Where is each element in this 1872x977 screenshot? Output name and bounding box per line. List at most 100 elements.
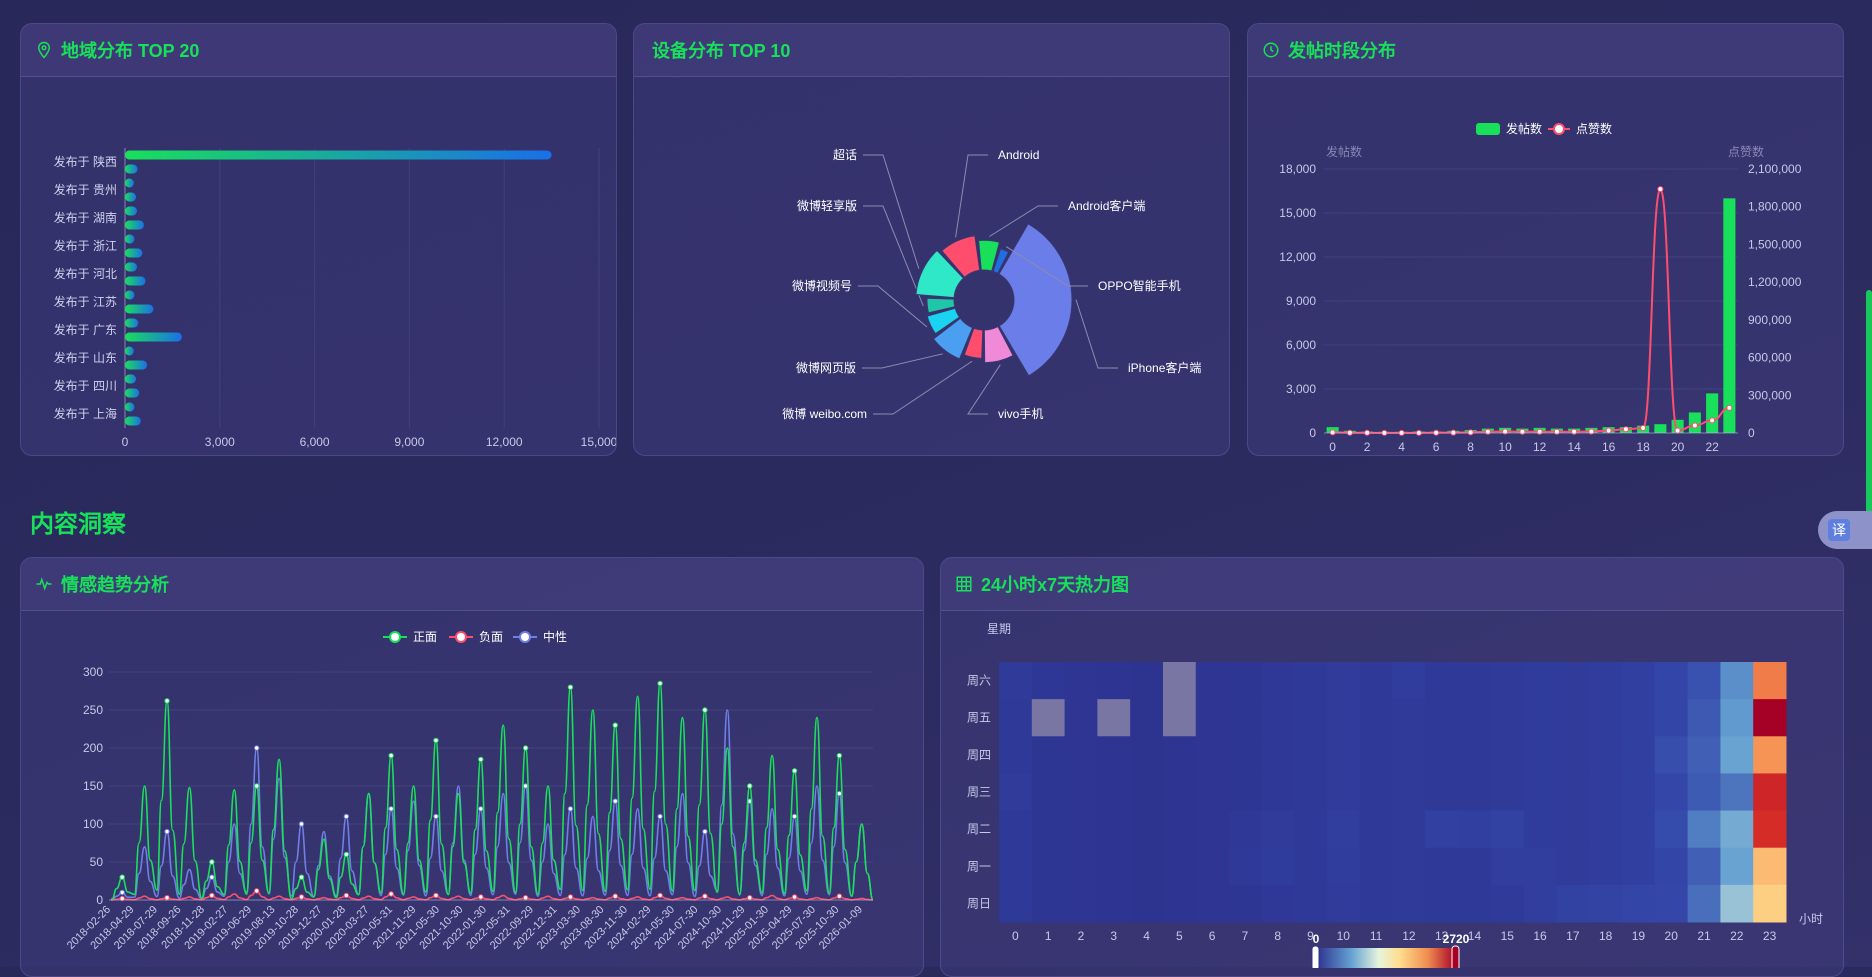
heatmap-cell (1720, 736, 1754, 774)
time-card-title: 发帖时段分布 (1288, 41, 1396, 61)
sentiment-point (567, 806, 574, 812)
device-label-line (873, 360, 973, 415)
heatmap-x-axis-label: 小时 (1799, 912, 1823, 926)
heatmap-cell (1687, 810, 1721, 849)
heatmap-col-label: 14 (1468, 929, 1482, 943)
region-bar (125, 416, 141, 426)
device-label: Android (998, 148, 1039, 162)
heatmap-col-label: 22 (1730, 929, 1744, 943)
time-xtick: 8 (1467, 440, 1474, 454)
heatmap-cell (1687, 847, 1721, 886)
time-bar (1723, 198, 1736, 433)
heatmap-cell (1589, 884, 1623, 923)
heatmap-cell (1261, 847, 1295, 886)
heatmap-cell (1556, 884, 1590, 923)
device-label-line (863, 205, 924, 307)
device-slice (992, 248, 1010, 274)
device-slice (978, 239, 1000, 272)
sentiment-point (433, 892, 439, 899)
device-slice (983, 326, 1014, 364)
device-label-line (967, 364, 1001, 415)
heatmap-cell (1031, 884, 1066, 923)
sentiment-point (522, 745, 529, 751)
sentiment-point (612, 722, 618, 728)
heatmap-cell (1425, 699, 1459, 737)
time-xtick: 6 (1433, 440, 1440, 454)
time-xtick: 18 (1636, 440, 1650, 454)
region-ytick: 发布于 上海 (54, 406, 117, 421)
heatmap-cell (1326, 699, 1361, 737)
region-bar (125, 248, 143, 258)
time-left-tick: 9,000 (1286, 294, 1316, 308)
heatmap-cell (1654, 662, 1689, 700)
time-left-tick: 6,000 (1286, 338, 1316, 352)
heatmap-cell (1556, 773, 1590, 812)
heatmap-cell (1130, 699, 1164, 737)
heatmap-cell (1195, 884, 1230, 923)
heatmap-cell (1622, 699, 1656, 737)
device-label: 微博网页版 (796, 360, 856, 375)
heatmap-cell (1064, 810, 1098, 849)
sentiment-point (522, 895, 529, 901)
heatmap-cell (1458, 884, 1492, 923)
heatmap-cell (1064, 847, 1098, 886)
heatmap-cell (1589, 847, 1623, 886)
sentiment-point (164, 698, 170, 704)
sentiment-point (791, 768, 798, 774)
sentiment-legend-label: 中性 (543, 629, 567, 644)
heatmap-cell (1622, 736, 1656, 774)
sentiment-point (343, 813, 350, 820)
heatmap-cell (1425, 847, 1459, 886)
device-card-header: 设备分布 TOP 10 (634, 24, 1229, 77)
heatmap-cell (1326, 847, 1361, 886)
heatmap-cell (1326, 736, 1361, 774)
sentiment-point (119, 889, 125, 896)
translate-button[interactable]: 译 (1818, 511, 1872, 549)
heatmap-cell (1294, 847, 1328, 886)
sentiment-point (433, 737, 439, 744)
heatmap-cell (1425, 773, 1459, 812)
heatmap-cell (1490, 847, 1525, 886)
sentiment-point (298, 894, 305, 900)
page-scrollbar[interactable] (1866, 290, 1872, 520)
heatmap-cell (1425, 662, 1459, 700)
sentiment-point (388, 891, 394, 897)
device-slice (926, 307, 960, 335)
sentiment-ytick: 200 (83, 741, 103, 755)
region-xtick: 3,000 (205, 435, 235, 449)
time-xtick: 4 (1398, 440, 1405, 454)
heatmap-cell (1162, 662, 1197, 700)
sentiment-point (836, 790, 843, 797)
heatmap-cell (1622, 847, 1656, 886)
heatmap-cell (1589, 736, 1623, 774)
sentiment-point (657, 680, 663, 687)
heatmap-cell (1687, 773, 1721, 812)
time-xtick: 14 (1567, 440, 1581, 454)
heatmap-cell (1425, 884, 1459, 923)
pulse-icon (36, 577, 52, 591)
heatmap-cell (1523, 884, 1557, 923)
heatmap-cell (1753, 810, 1787, 849)
sentiment-point (702, 707, 708, 713)
heatmap-cell (1097, 662, 1131, 700)
heatmap-cell (1720, 810, 1754, 849)
region-ytick: 发布于 四川 (54, 378, 117, 393)
sentiment-point (836, 752, 843, 759)
sentiment-point (478, 756, 484, 763)
heatmap-cell (999, 884, 1033, 923)
heatmap-cell (1622, 773, 1656, 812)
region-bar (125, 192, 137, 202)
heatmap-cell (1589, 773, 1623, 812)
device-label: vivo手机 (998, 407, 1043, 421)
time-left-tick: 18,000 (1279, 162, 1316, 176)
heatmap-cell (1523, 662, 1557, 700)
sentiment-line-chart: 正面 负面 中性0501001502002503002018-02-262018-0… (65, 629, 874, 952)
heatmap-col-label: 2 (1078, 929, 1085, 943)
heatmap-cell (1589, 810, 1623, 849)
heatmap-cell (1130, 884, 1164, 923)
device-label: 微博视频号 (792, 278, 852, 293)
time-likes-point (1605, 427, 1612, 434)
heatmap-cell (1294, 662, 1328, 700)
region-bar (125, 150, 552, 160)
